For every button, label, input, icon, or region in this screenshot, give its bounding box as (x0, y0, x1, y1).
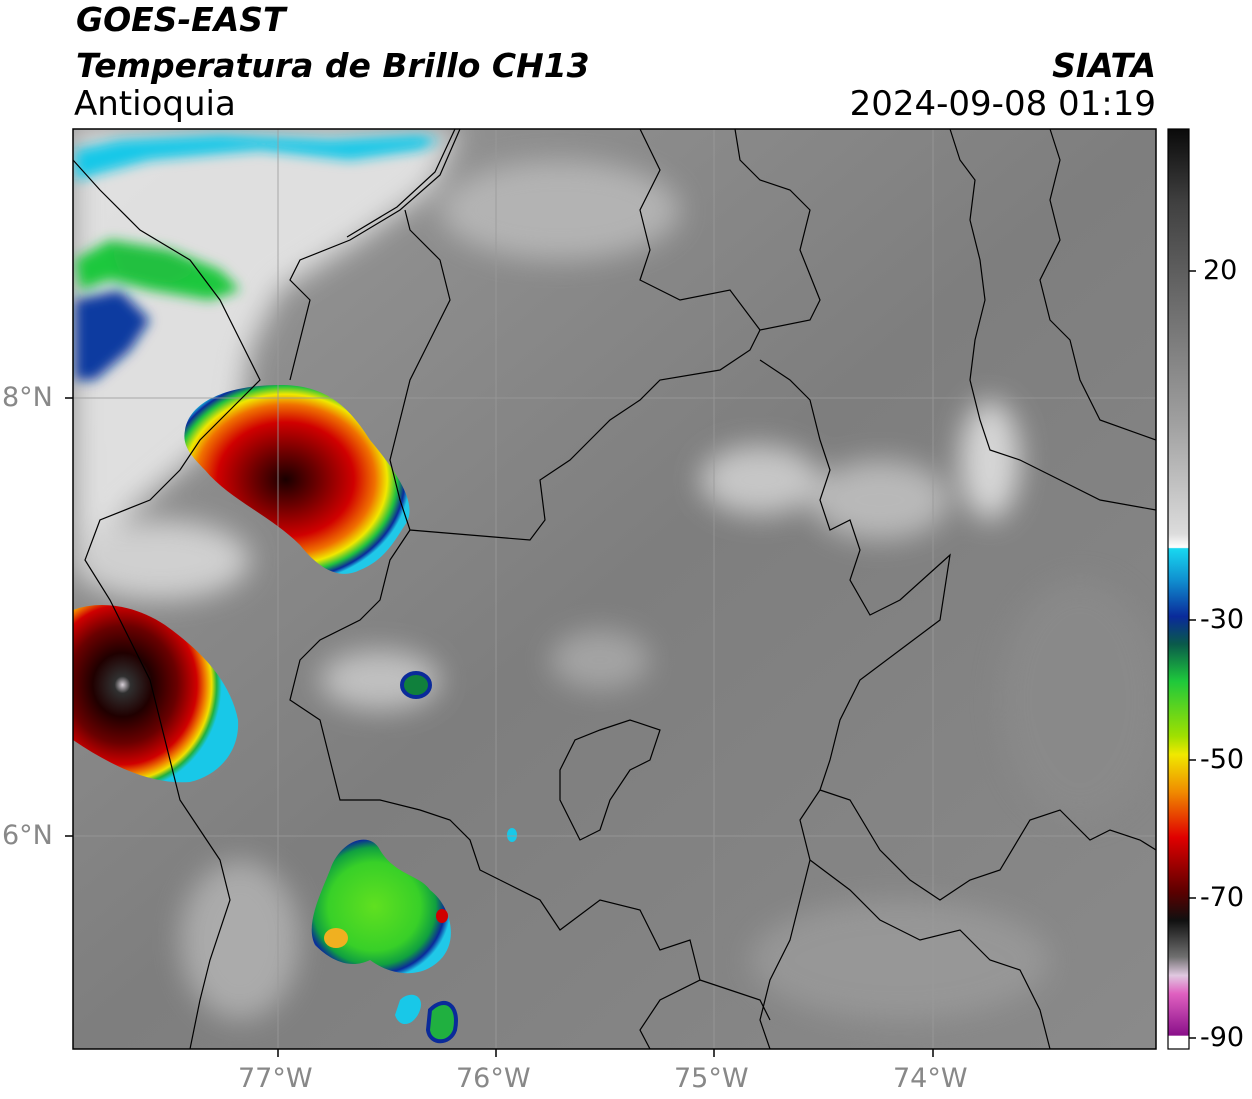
lon-tick-77w: 77°W (238, 1063, 313, 1094)
colorbar-label-minus50: -50 (1200, 744, 1245, 775)
colorbar-label-minus30: -30 (1200, 604, 1245, 635)
colorbar-label-20: 20 (1203, 255, 1238, 286)
satellite-imagery (73, 129, 1156, 1049)
colorbar-label-minus70: -70 (1200, 882, 1245, 913)
satellite-title: GOES-EAST (76, 0, 286, 39)
political-boundaries (73, 129, 1156, 1049)
lon-tick-75w: 75°W (674, 1063, 749, 1094)
axis-ticks (65, 397, 934, 1057)
lat-tick-6n: 6°N (2, 820, 53, 851)
storm-cell-west (73, 605, 239, 783)
colorbar-ticks (1189, 270, 1196, 1039)
graticule (73, 129, 1156, 1049)
storm-cell-north (184, 385, 410, 574)
organization-label: SIATA (1052, 46, 1156, 85)
region-label: Antioquia (74, 84, 236, 124)
lon-tick-76w: 76°W (456, 1063, 531, 1094)
colorbar-label-minus90: -90 (1200, 1022, 1245, 1053)
lon-tick-74w: 74°W (893, 1063, 968, 1094)
datetime-label: 2024-09-08 01:19 (849, 84, 1156, 124)
map-frame (72, 128, 1157, 1050)
colorbar (1168, 129, 1189, 1049)
product-title: Temperatura de Brillo CH13 (76, 46, 590, 85)
lat-tick-8n: 8°N (2, 382, 53, 413)
